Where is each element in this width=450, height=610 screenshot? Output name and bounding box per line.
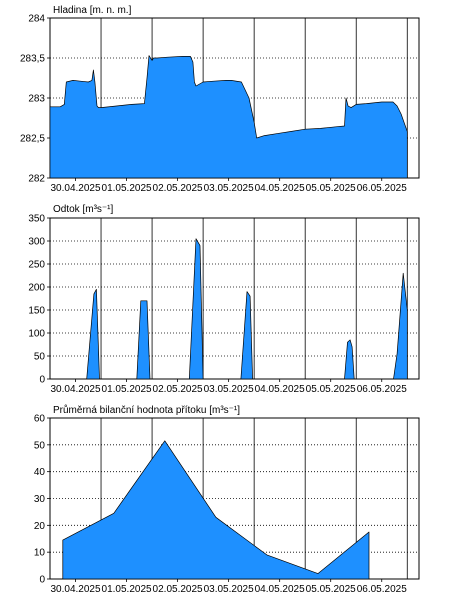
x-tick-label: 02.05.2025 [153,384,203,395]
x-tick-label: 03.05.2025 [204,183,254,194]
x-tick-label: 04.05.2025 [255,384,305,395]
y-tick-label: 0 [39,575,45,586]
water-level-area [49,55,408,179]
x-tick-label: 05.05.2025 [306,384,356,395]
x-tick-label: 30.04.2025 [50,384,100,395]
outflow-chart: Odtok [m³s⁻¹] 0 50 100 150 200 250 300 350 30.0… [28,204,420,395]
y-tick-label: 10 [34,548,46,559]
x-tick-label: 01.05.2025 [102,584,152,595]
y-tick-label: 283,5 [20,54,45,65]
area-series-0 [62,440,370,580]
x-tick-label: 06.05.2025 [357,384,407,395]
x-tick-label: 04.05.2025 [255,584,305,595]
y-tick-label: 282,5 [20,134,45,145]
y-tick-label: 30 [34,494,46,505]
x-tick-label: 06.05.2025 [357,584,407,595]
y-tick-label: 200 [28,283,45,294]
x-tick-label: 30.04.2025 [50,183,100,194]
water-level-x-ticks: 30.04.2025 01.05.2025 02.05.2025 03.05.2025… [50,178,407,194]
y-tick-label: 20 [34,521,46,532]
y-tick-label: 50 [34,352,46,363]
outflow-y-ticks: 0 50 100 150 200 250 300 350 [28,214,50,386]
inflow-chart: Průměrná bilanční hodnota přítoku [m³s⁻¹… [34,404,420,595]
y-tick-label: 284 [28,14,45,25]
x-tick-label: 06.05.2025 [357,183,407,194]
y-tick-label: 282 [28,174,45,185]
x-tick-label: 01.05.2025 [102,384,152,395]
water-level-chart-title: Hladina [m. n. m.] [53,5,132,16]
y-tick-label: 100 [28,329,45,340]
x-tick-label: 04.05.2025 [255,183,305,194]
inflow-chart-title: Průměrná bilanční hodnota přítoku [m³s⁻¹… [53,404,240,416]
y-tick-label: 150 [28,306,45,317]
y-tick-label: 300 [28,237,45,248]
y-tick-label: 283 [28,94,45,105]
inflow-area [62,440,370,580]
inflow-x-ticks: 30.04.2025 01.05.2025 02.05.2025 03.05.2025… [50,579,407,595]
water-level-chart: Hladina [m. n. m.] 282 282,5 283 283,5 284 3… [20,5,420,194]
x-tick-label: 03.05.2025 [204,384,254,395]
outflow-plot-frame [50,218,419,379]
outflow-area [49,238,408,380]
outflow-x-ticks: 30.04.2025 01.05.2025 02.05.2025 03.05.2025… [50,379,407,395]
y-tick-label: 60 [34,414,46,425]
x-tick-label: 05.05.2025 [306,584,356,595]
area-series-0 [49,238,408,380]
x-tick-label: 02.05.2025 [153,584,203,595]
y-tick-label: 350 [28,214,45,225]
x-tick-label: 03.05.2025 [204,584,254,595]
x-tick-label: 30.04.2025 [50,584,100,595]
y-tick-label: 50 [34,440,46,451]
y-tick-label: 0 [39,375,45,386]
x-tick-label: 05.05.2025 [306,183,356,194]
area-series-0 [49,55,408,179]
y-tick-label: 250 [28,260,45,271]
x-tick-label: 01.05.2025 [102,183,152,194]
inflow-y-ticks: 0 10 20 30 40 50 60 [34,414,50,586]
x-tick-label: 02.05.2025 [153,183,203,194]
outflow-chart-title: Odtok [m³s⁻¹] [53,204,114,215]
y-tick-label: 40 [34,467,46,478]
water-level-y-ticks: 282 282,5 283 283,5 284 [20,14,50,185]
